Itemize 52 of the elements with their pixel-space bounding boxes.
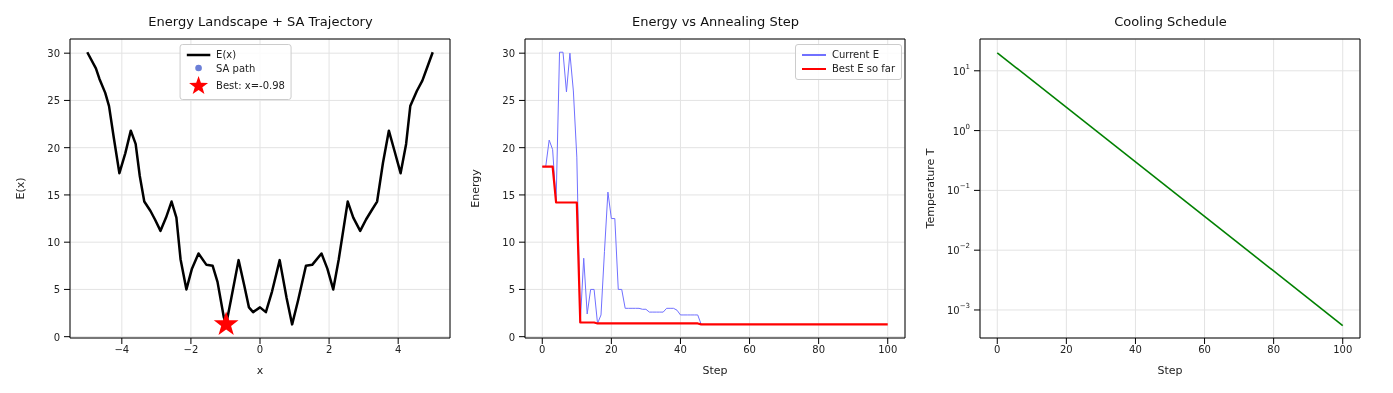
y-tick-label: 0 <box>508 331 515 343</box>
x-tick-label: 100 <box>878 344 898 356</box>
x-tick-label: 2 <box>325 344 333 356</box>
y-tick-label: 20 <box>47 142 60 154</box>
legend-label: E(x) <box>216 48 237 62</box>
x-tick-label: 20 <box>605 344 618 356</box>
x-tick-label: 0 <box>539 344 546 356</box>
y-tick-label: 5 <box>53 283 60 295</box>
x-tick-label: 40 <box>674 344 687 356</box>
x-tick-label: −2 <box>183 344 199 356</box>
y-tick-label: 10$^{−1}$ <box>946 182 970 196</box>
line-series <box>541 165 889 326</box>
legend-label: Current E <box>831 48 879 62</box>
x-tick-label: −4 <box>114 344 130 356</box>
y-axis-title: Energy <box>468 168 482 208</box>
y-tick-label: 25 <box>47 94 60 106</box>
y-tick-label: 25 <box>502 94 515 106</box>
y-tick-label: 10 <box>47 236 60 248</box>
y-tick-label: 15 <box>47 189 60 201</box>
x-tick-label: 60 <box>743 344 756 356</box>
y-tick-label: 20 <box>502 142 515 154</box>
y-tick-label: 30 <box>502 47 515 59</box>
line-series <box>86 50 434 326</box>
y-tick-label: 10$^{0}$ <box>952 122 970 137</box>
x-axis-title: x <box>256 364 264 377</box>
y-tick-label: 30 <box>47 47 60 59</box>
x-tick-label: 0 <box>256 344 264 356</box>
x-tick-label: 80 <box>812 344 825 356</box>
chart-title: Cooling Schedule <box>1113 14 1228 29</box>
y-tick-label: 0 <box>53 331 60 343</box>
x-tick-label: 0 <box>994 344 1001 356</box>
x-tick-label: 40 <box>1129 344 1142 356</box>
y-tick-label: 10$^{−3}$ <box>946 301 970 316</box>
x-tick-label: 20 <box>1060 344 1073 356</box>
chart-title: Energy vs Annealing Step <box>631 14 800 29</box>
legend-label: Best: x=-0.98 <box>216 79 285 93</box>
x-tick-label: 80 <box>1267 344 1280 356</box>
y-axis-title: E(x) <box>13 177 27 200</box>
legend-label: SA path <box>216 62 256 76</box>
x-tick-label: 4 <box>394 344 402 356</box>
x-axis-title: Step <box>702 364 728 377</box>
x-axis-title: Step <box>1157 364 1183 377</box>
chart-title: Energy Landscape + SA Trajectory <box>147 14 374 29</box>
y-tick-label: 15 <box>502 189 515 201</box>
y-tick-label: 10$^{1}$ <box>952 62 970 77</box>
legend-label: Best E so far <box>831 62 895 76</box>
y-tick-label: 10 <box>502 236 515 248</box>
x-tick-label: 60 <box>1198 344 1211 356</box>
x-tick-label: 100 <box>1333 344 1353 356</box>
y-tick-label: 5 <box>508 283 515 295</box>
y-tick-label: 10$^{−2}$ <box>946 242 970 256</box>
y-axis-title: Temperature T <box>923 148 937 230</box>
